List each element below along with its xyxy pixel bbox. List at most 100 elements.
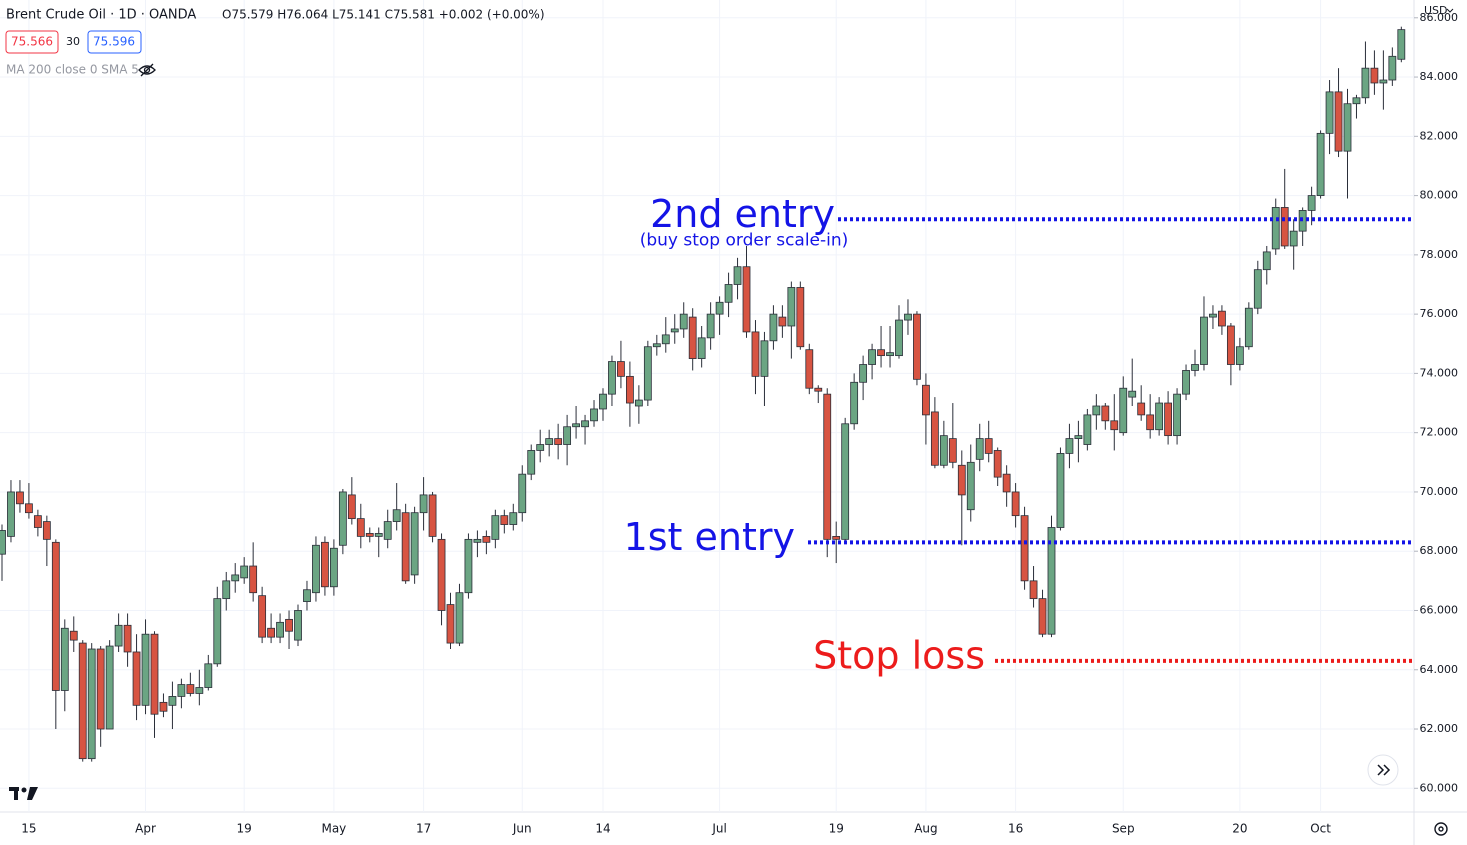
candle-body: [204, 663, 213, 688]
candle-body: [16, 491, 24, 505]
candle-body: [850, 381, 859, 425]
candle-body: [410, 512, 419, 576]
candle-body: [240, 565, 249, 579]
candle-body: [374, 533, 383, 537]
candle-body: [688, 316, 697, 359]
candle-body: [1029, 580, 1038, 600]
candle-body: [1235, 346, 1244, 365]
ask-box[interactable]: [87, 30, 142, 54]
candle-body: [939, 435, 948, 466]
candle-body: [563, 426, 572, 445]
candle-body: [249, 565, 258, 594]
y-tick-label: 84.000: [1420, 70, 1459, 83]
candle-body: [1146, 414, 1155, 431]
candle-body: [1218, 310, 1226, 327]
candle-body: [473, 538, 482, 543]
x-tick-label: 17: [416, 822, 431, 836]
candle-body: [1271, 207, 1280, 250]
hide-icon[interactable]: [138, 63, 156, 77]
candle-body: [42, 521, 51, 540]
candle-body: [1155, 402, 1164, 431]
candle-body: [670, 328, 679, 333]
candle-body: [347, 494, 356, 520]
candle-body: [365, 533, 374, 537]
candle-body: [1370, 67, 1379, 84]
candle-body: [1065, 438, 1074, 454]
candle-body: [545, 438, 554, 445]
candle-body: [491, 515, 500, 540]
candle-body: [787, 287, 796, 327]
candle-body: [679, 313, 688, 330]
candle-body: [231, 574, 240, 582]
candle-body: [948, 438, 957, 463]
settings-button[interactable]: [1434, 822, 1448, 836]
candle-body: [87, 648, 96, 760]
candle-body: [213, 598, 222, 665]
axes: 60.000 62.000 64.000 66.000 68.000 70.000 72.0…: [21, 11, 1458, 836]
candle-body: [303, 589, 311, 602]
candle-body: [419, 494, 428, 514]
candle-body: [590, 408, 598, 422]
x-tick-label: 19: [829, 822, 844, 836]
x-tick-label: Jun: [512, 822, 532, 836]
level-label: Stop loss: [813, 633, 985, 677]
candle-body: [383, 521, 392, 540]
candle-body: [1361, 67, 1370, 99]
y-tick-label: 78.000: [1420, 248, 1459, 261]
candle-body: [859, 364, 868, 383]
candle-body: [617, 361, 625, 377]
candle-body: [975, 438, 984, 460]
candle-body: [886, 352, 894, 357]
candle-body: [769, 313, 778, 342]
symbol-title: Brent Crude Oil · 1D · OANDA: [6, 8, 196, 23]
candle-body: [276, 621, 284, 638]
candle-body: [69, 630, 78, 641]
candle-body: [1047, 527, 1056, 635]
candle-body: [518, 473, 527, 514]
x-tick-label: Apr: [135, 822, 156, 836]
candle-body: [1289, 230, 1298, 247]
candle-body: [1137, 402, 1146, 416]
candle-body: [356, 518, 365, 537]
currency-chevron[interactable]: [1446, 8, 1454, 13]
x-tick-label: 19: [237, 822, 252, 836]
candles: [0, 26, 1406, 762]
candle-body: [1101, 405, 1110, 422]
x-tick-label: 20: [1232, 822, 1247, 836]
candle-body: [724, 284, 733, 303]
y-tick-label: 70.000: [1420, 485, 1459, 498]
candle-body: [930, 411, 939, 466]
candle-body: [500, 515, 509, 525]
x-tick-label: Jul: [711, 822, 726, 836]
candle-body: [1038, 598, 1047, 635]
candle-body: [312, 544, 320, 594]
candle-body: [877, 349, 885, 357]
candle-body: [1092, 405, 1101, 416]
candle-body: [222, 580, 231, 600]
candle-body: [1002, 473, 1011, 493]
indicator-label: MA 200 close 0 SMA 5: [6, 63, 139, 77]
y-tick-label: 64.000: [1420, 663, 1459, 676]
bid-box[interactable]: [5, 30, 59, 54]
candle-body: [652, 343, 661, 348]
candle-body: [957, 464, 966, 496]
level-label: 1st entry: [624, 515, 795, 559]
candle-body: [922, 384, 930, 416]
candle-body: [1280, 207, 1289, 247]
candle-body: [913, 313, 921, 380]
candle-body: [554, 438, 563, 445]
tv-logo[interactable]: [9, 787, 38, 800]
candle-body: [634, 399, 643, 407]
y-tick-label: 80.000: [1420, 189, 1459, 202]
candle-body: [1011, 491, 1020, 517]
candle-body: [581, 420, 589, 428]
candle-body: [1316, 132, 1325, 196]
candle-body: [643, 346, 652, 401]
currency[interactable]: USD: [1424, 4, 1448, 17]
x-tick-label: 14: [595, 822, 610, 836]
candle-body: [1244, 307, 1253, 348]
level-label: 2nd entry: [650, 192, 835, 236]
candle-body: [1191, 364, 1199, 371]
candle-body: [742, 266, 751, 333]
candle-body: [285, 618, 293, 632]
